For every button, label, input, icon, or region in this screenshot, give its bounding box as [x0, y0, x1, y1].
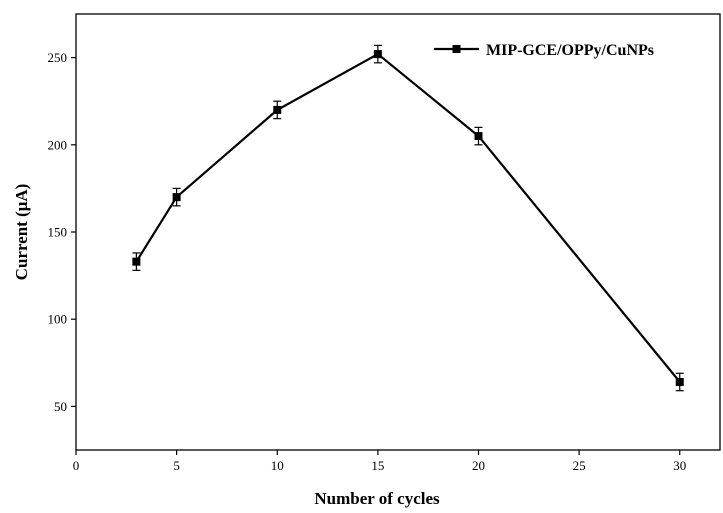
data-point [474, 132, 483, 141]
y-tick-label: 150 [48, 225, 68, 240]
y-tick-label: 200 [48, 137, 68, 152]
x-tick-label: 10 [271, 458, 284, 473]
y-tick-label: 250 [48, 50, 68, 65]
y-tick-label: 50 [54, 399, 67, 414]
x-tick-label: 30 [673, 458, 686, 473]
data-point [373, 50, 382, 59]
y-axis: 50 100 150 200 250 [48, 50, 76, 414]
y-tick-label: 100 [48, 312, 68, 327]
series-markers [132, 50, 684, 386]
x-tick-label: 20 [472, 458, 485, 473]
x-axis-label: Number of cycles [314, 489, 440, 508]
x-axis: 0 5 10 15 20 25 30 [73, 450, 686, 473]
error-bars [132, 44, 684, 392]
x-tick-label: 15 [371, 458, 384, 473]
x-tick-label: 5 [173, 458, 180, 473]
data-point [273, 105, 282, 114]
x-tick-label: 25 [573, 458, 586, 473]
series-line [135, 52, 681, 383]
data-point [132, 257, 141, 266]
data-point [675, 377, 684, 386]
legend-label: MIP-GCE/OPPy/CuNPs [486, 42, 654, 59]
plot-frame [75, 13, 721, 451]
legend: MIP-GCE/OPPy/CuNPs [434, 42, 654, 59]
legend-marker [452, 45, 461, 53]
y-axis-label: Current (μA) [12, 184, 31, 281]
x-tick-label: 0 [73, 458, 80, 473]
data-point [172, 193, 181, 202]
